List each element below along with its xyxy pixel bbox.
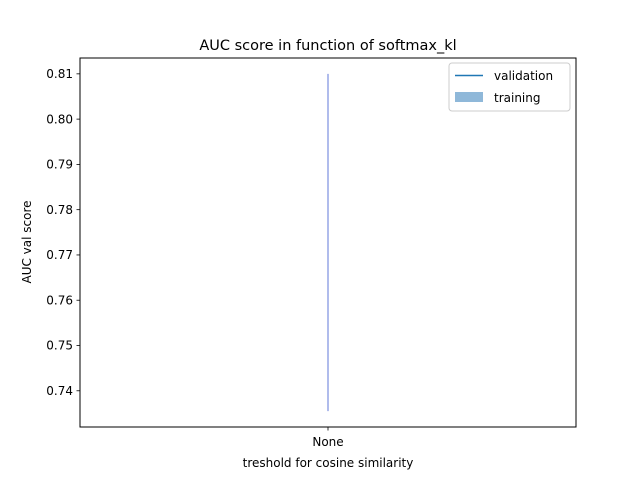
y-axis-label: AUC val score: [20, 200, 34, 283]
chart-title: AUC score in function of softmax_kl: [199, 38, 456, 54]
legend: validation training: [448, 62, 571, 112]
y-tick-label: 0.80: [46, 112, 73, 126]
legend-training-swatch: [455, 92, 483, 102]
y-tick-label: 0.75: [46, 339, 73, 353]
y-tick-label: 0.78: [46, 203, 73, 217]
legend-training-label: training: [494, 91, 541, 105]
y-tick-label: 0.79: [46, 158, 73, 172]
y-axis: 0.74 0.75 0.76 0.77 0.78 0.79 0.80 0.81: [46, 67, 80, 398]
y-tick-label: 0.74: [46, 384, 73, 398]
x-tick-label: None: [312, 435, 343, 449]
legend-validation-label: validation: [494, 69, 553, 83]
y-tick-label: 0.81: [46, 67, 73, 81]
x-axis-label: treshold for cosine similarity: [243, 456, 414, 470]
y-tick-label: 0.76: [46, 293, 73, 307]
x-axis: None: [312, 427, 344, 449]
y-tick-label: 0.77: [46, 248, 73, 262]
